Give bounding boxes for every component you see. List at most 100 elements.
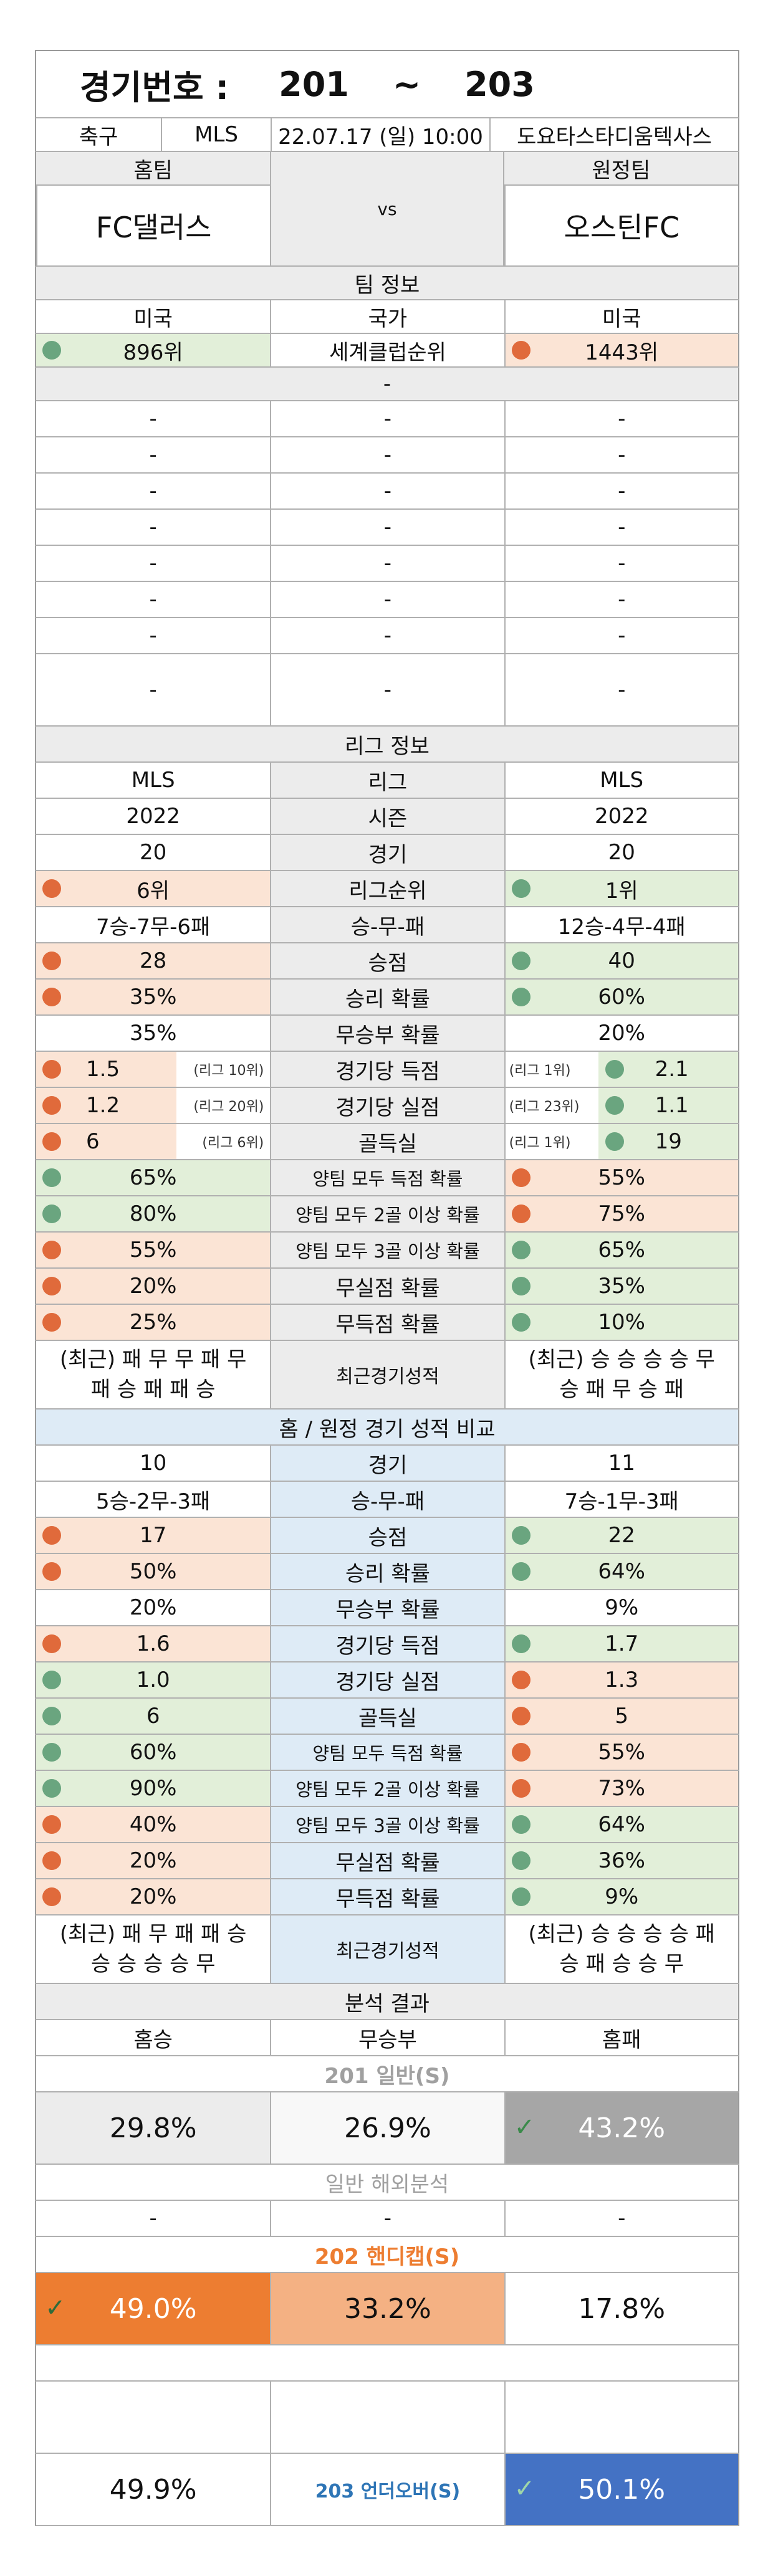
blank-away: - <box>504 401 738 436</box>
league_info.rows-home-value: MLS <box>131 768 175 793</box>
homeaway.rows-away-value: 7승-1무-3패 <box>564 1489 679 1514</box>
homeaway.rows-away-value: 22 <box>608 1523 635 1548</box>
league_info.rows2-home-value: 25% <box>129 1310 177 1335</box>
away-ha-recent-line1: (최근) 승 승 승 승 패 <box>528 1922 715 1947</box>
home-league-rank: (리그 6위) <box>202 1135 264 1151</box>
away-team-name: 오스틴FC <box>504 186 738 265</box>
blank-away: - <box>504 546 738 581</box>
away-recent-line1: (최근) 승 승 승 승 무 <box>528 1347 715 1372</box>
s201-home: 29.8% <box>36 2092 271 2163</box>
status-dot-icon <box>605 1060 624 1079</box>
match-meta-row: 축구 MLS 22.07.17 (일) 10:00 도요타스타디움텍사스 <box>35 118 739 152</box>
homeaway.rows-label: 무득점 확률 <box>270 1879 504 1914</box>
homeaway.rows-row: 17 승점 22 <box>35 1518 739 1554</box>
match-number-from: 201 <box>279 64 349 104</box>
league_info.rows-label: 리그순위 <box>270 871 504 906</box>
homeaway.rows-row: 90% 양팀 모두 2골 이상 확률 73% <box>35 1771 739 1807</box>
s202-away: 17.8% <box>504 2273 738 2344</box>
check-icon: ✓ <box>514 2113 535 2142</box>
team-info-blank-row: --- <box>35 401 739 437</box>
league-info-title: 리그 정보 <box>36 727 738 761</box>
home-ranked-value: 6 <box>86 1129 100 1154</box>
status-dot-icon <box>42 988 61 1006</box>
homeaway.rows-row: 10 경기 11 <box>35 1446 739 1482</box>
sport: 축구 <box>79 124 118 150</box>
blank-label: - <box>270 474 504 508</box>
homeaway.rows-row: 20% 무실점 확률 36% <box>35 1843 739 1879</box>
s202-home: 49.0% <box>109 2292 197 2325</box>
status-dot-icon <box>511 952 531 970</box>
league_info.rows-away-value: 12승-4무-4패 <box>557 914 686 940</box>
venue: 도요타스타디움텍사스 <box>489 118 738 151</box>
home-recent-line1: (최근) 패 무 무 패 무 <box>59 1347 247 1372</box>
homeaway.rows-away-value: 5 <box>615 1704 629 1729</box>
overseas-row: - - - <box>35 2201 739 2237</box>
league_info.rows2-label: 무득점 확률 <box>270 1305 504 1340</box>
status-dot-icon <box>42 1132 61 1151</box>
blank-gray-row: - <box>36 368 738 400</box>
ranked-label: 골득실 <box>270 1124 504 1159</box>
blank-label: - <box>270 437 504 472</box>
col-draw: 무승부 <box>270 2020 504 2055</box>
league_info.rows-row: 2022 시즌 2022 <box>35 799 739 835</box>
team-info-title: 팀 정보 <box>36 267 738 299</box>
league_info.rows-home-value: 35% <box>129 1021 177 1046</box>
league_info.rows2-row: 55% 양팀 모두 3골 이상 확률 65% <box>35 1233 739 1269</box>
blank-home: - <box>149 406 157 431</box>
ranked-label: 경기당 실점 <box>270 1088 504 1123</box>
away-recent-line2: 승 패 무 승 패 <box>559 1377 684 1402</box>
check-icon: ✓ <box>45 2294 66 2322</box>
s201-row: 29.8% 26.9% ✓ 43.2% <box>35 2092 739 2165</box>
away-country: 미국 <box>504 300 738 333</box>
league_info.rows-row: 6위 리그순위 1위 <box>35 871 739 907</box>
homeaway.rows-label: 승-무-패 <box>270 1482 504 1517</box>
country-label: 국가 <box>270 300 504 333</box>
status-dot-icon <box>42 1887 61 1906</box>
home-recent-line2: 패 승 패 패 승 <box>90 1377 216 1402</box>
homeaway.rows-away-value: 1.3 <box>605 1667 639 1692</box>
league_info.rows-label: 승-무-패 <box>270 907 504 942</box>
league_info.rows2-label: 양팀 모두 2골 이상 확률 <box>270 1196 504 1231</box>
col-home-loss: 홈패 <box>504 2020 738 2055</box>
blank-away: - <box>504 582 738 617</box>
league_info.rows-label: 무승부 확률 <box>270 1016 504 1051</box>
homeaway-recent-row: (최근) 패 무 패 패 승 승 승 승 승 무 최근경기성적 (최근) 승 승… <box>35 1915 739 1984</box>
status-dot-icon <box>511 1562 531 1581</box>
homeaway.rows-home-value: 20% <box>129 1848 177 1873</box>
match-datetime: 22.07.17 (일) 10:00 <box>271 118 489 151</box>
homeaway.rows-label: 양팀 모두 2골 이상 확률 <box>270 1771 504 1806</box>
away-world-rank: 1443위 <box>585 340 659 365</box>
league_info.rows2-home-value: 65% <box>129 1165 177 1190</box>
world-rank-label: 세계클럽순위 <box>270 334 504 366</box>
league_info.rows-label: 리그 <box>270 763 504 798</box>
team-info-blank-row: --- <box>35 546 739 582</box>
homeaway-title: 홈 / 원정 경기 성적 비교 <box>36 1410 738 1444</box>
homeaway.rows-home-value: 10 <box>140 1451 167 1476</box>
league_info.rows-home-value: 35% <box>129 985 177 1009</box>
status-dot-icon <box>511 1707 531 1725</box>
blank-away: - <box>504 654 738 725</box>
status-dot-icon <box>42 1313 61 1332</box>
teams-block: 홈팀 FC댈러스 vs 원정팀 오스틴FC <box>35 152 739 267</box>
homeaway.rows-away-value: 36% <box>598 1848 645 1873</box>
homeaway.rows-home-value: 1.0 <box>136 1667 170 1692</box>
league_info.rows2-away-value: 10% <box>598 1310 645 1335</box>
status-dot-icon <box>605 1096 624 1115</box>
blank-home: - <box>149 551 157 576</box>
home-league-rank: (리그 20위) <box>193 1099 264 1115</box>
s202-title: 202 핸디캡(S) <box>314 2244 460 2269</box>
homeaway.rows-home-value: 20% <box>129 1884 177 1909</box>
league_info.rows2-away-value: 75% <box>598 1201 645 1226</box>
team-info-blank-row: --- <box>35 618 739 654</box>
overseas-home: - <box>149 2206 157 2231</box>
home-country: 미국 <box>133 306 173 332</box>
status-dot-icon <box>511 341 531 360</box>
blank-label: - <box>270 582 504 617</box>
homeaway.rows-row: 20% 무승부 확률 9% <box>35 1590 739 1626</box>
homeaway.rows-row: 20% 무득점 확률 9% <box>35 1879 739 1915</box>
status-dot-icon <box>42 1526 61 1545</box>
blank-label: - <box>270 618 504 653</box>
status-dot-icon <box>42 1851 61 1870</box>
league-name: MLS <box>161 118 271 151</box>
match-number-to: 203 <box>464 64 535 104</box>
